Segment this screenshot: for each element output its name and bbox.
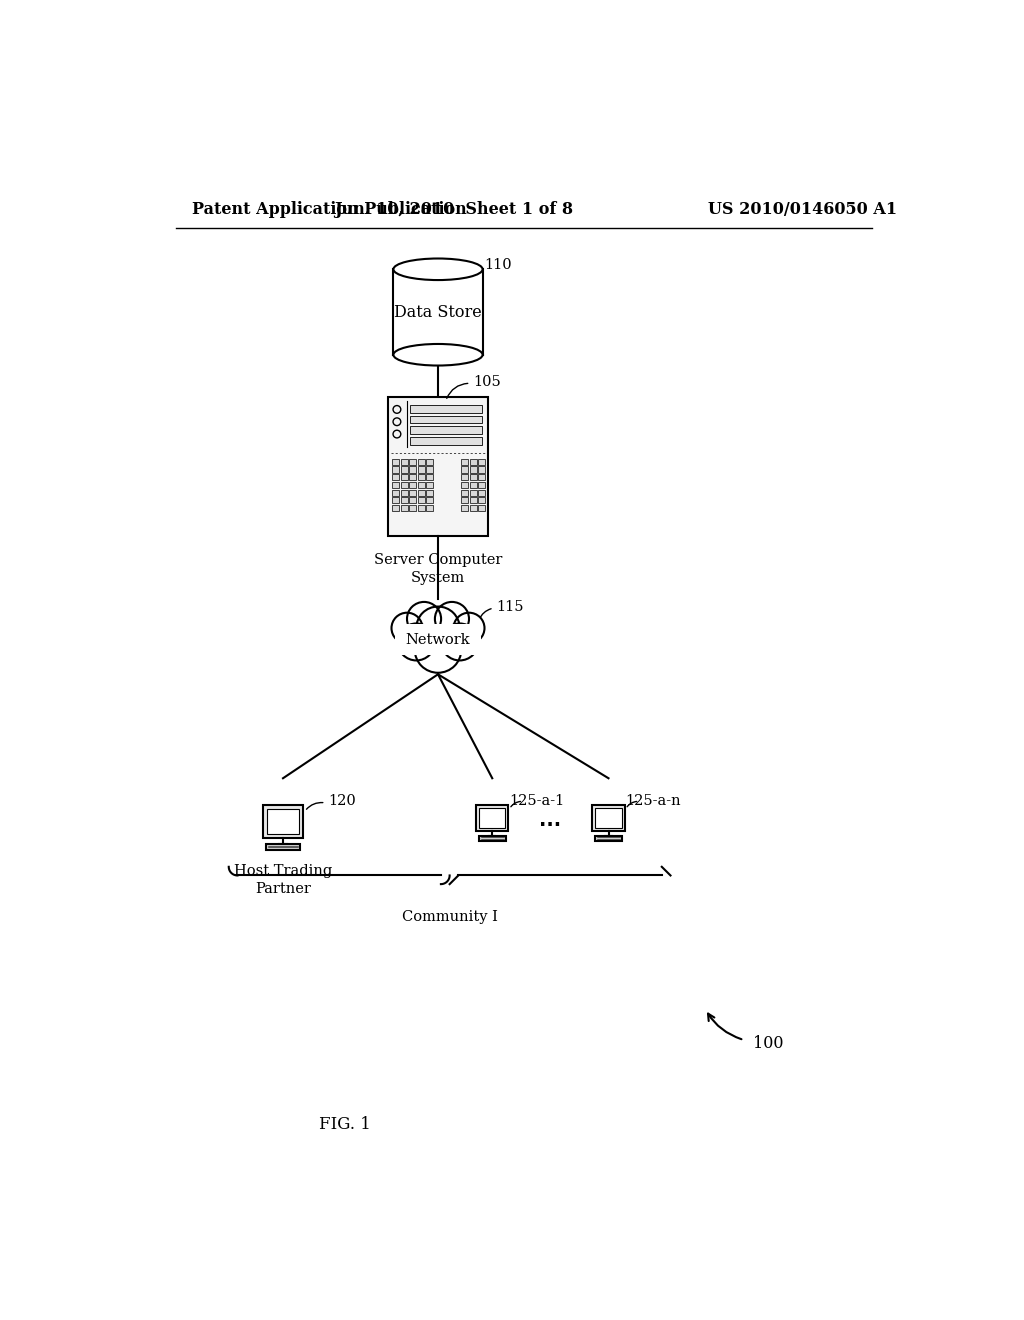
Text: US 2010/0146050 A1: US 2010/0146050 A1 <box>708 202 897 219</box>
FancyBboxPatch shape <box>410 490 417 496</box>
FancyBboxPatch shape <box>479 808 505 828</box>
Text: FIG. 1: FIG. 1 <box>319 1117 371 1134</box>
FancyBboxPatch shape <box>461 466 468 473</box>
Circle shape <box>391 612 423 644</box>
FancyBboxPatch shape <box>400 459 408 465</box>
FancyBboxPatch shape <box>470 459 477 465</box>
FancyBboxPatch shape <box>470 498 477 503</box>
FancyBboxPatch shape <box>426 498 433 503</box>
FancyBboxPatch shape <box>392 498 399 503</box>
FancyBboxPatch shape <box>410 474 417 480</box>
FancyBboxPatch shape <box>426 466 433 473</box>
Text: Server Computer
System: Server Computer System <box>374 553 502 585</box>
FancyBboxPatch shape <box>476 805 508 832</box>
Text: ...: ... <box>540 810 561 830</box>
Text: Patent Application Publication: Patent Application Publication <box>191 202 466 219</box>
FancyBboxPatch shape <box>400 490 408 496</box>
FancyBboxPatch shape <box>426 474 433 480</box>
FancyBboxPatch shape <box>410 498 417 503</box>
Circle shape <box>407 602 441 636</box>
Ellipse shape <box>393 345 482 366</box>
FancyBboxPatch shape <box>410 482 417 488</box>
FancyBboxPatch shape <box>470 466 477 473</box>
FancyBboxPatch shape <box>461 490 468 496</box>
FancyBboxPatch shape <box>461 498 468 503</box>
FancyBboxPatch shape <box>418 474 425 480</box>
FancyBboxPatch shape <box>478 490 485 496</box>
FancyBboxPatch shape <box>478 482 485 488</box>
FancyBboxPatch shape <box>410 405 482 412</box>
FancyBboxPatch shape <box>461 482 468 488</box>
Text: 120: 120 <box>328 795 355 808</box>
Circle shape <box>441 623 478 660</box>
FancyBboxPatch shape <box>426 506 433 511</box>
Text: Host Trading
Partner: Host Trading Partner <box>233 863 332 896</box>
FancyBboxPatch shape <box>470 474 477 480</box>
FancyBboxPatch shape <box>418 459 425 465</box>
FancyBboxPatch shape <box>410 416 482 424</box>
FancyBboxPatch shape <box>392 490 399 496</box>
FancyBboxPatch shape <box>266 809 299 834</box>
FancyBboxPatch shape <box>461 506 468 511</box>
Circle shape <box>454 612 484 644</box>
Text: 100: 100 <box>754 1035 784 1052</box>
FancyBboxPatch shape <box>478 466 485 473</box>
FancyBboxPatch shape <box>400 506 408 511</box>
FancyBboxPatch shape <box>418 466 425 473</box>
Text: 105: 105 <box>473 375 501 388</box>
FancyBboxPatch shape <box>410 506 417 511</box>
FancyBboxPatch shape <box>418 482 425 488</box>
FancyBboxPatch shape <box>263 805 303 838</box>
FancyBboxPatch shape <box>388 397 488 536</box>
FancyBboxPatch shape <box>392 474 399 480</box>
Circle shape <box>415 627 461 673</box>
Text: 125-a-1: 125-a-1 <box>509 795 564 808</box>
FancyBboxPatch shape <box>392 466 399 473</box>
Text: 115: 115 <box>496 599 523 614</box>
FancyBboxPatch shape <box>461 459 468 465</box>
Circle shape <box>397 623 435 660</box>
FancyBboxPatch shape <box>400 466 408 473</box>
FancyBboxPatch shape <box>392 506 399 511</box>
FancyBboxPatch shape <box>478 836 506 841</box>
Ellipse shape <box>393 259 482 280</box>
FancyBboxPatch shape <box>596 808 622 828</box>
Text: 125-a-n: 125-a-n <box>626 795 681 808</box>
FancyBboxPatch shape <box>410 466 417 473</box>
Text: Community I: Community I <box>401 909 498 924</box>
FancyBboxPatch shape <box>595 836 623 841</box>
Text: 110: 110 <box>484 257 512 272</box>
FancyBboxPatch shape <box>478 498 485 503</box>
FancyBboxPatch shape <box>478 506 485 511</box>
FancyBboxPatch shape <box>470 506 477 511</box>
FancyBboxPatch shape <box>426 490 433 496</box>
FancyBboxPatch shape <box>418 498 425 503</box>
Text: Jun. 10, 2010  Sheet 1 of 8: Jun. 10, 2010 Sheet 1 of 8 <box>334 202 573 219</box>
Circle shape <box>435 602 469 636</box>
FancyBboxPatch shape <box>400 474 408 480</box>
FancyBboxPatch shape <box>400 498 408 503</box>
FancyBboxPatch shape <box>418 490 425 496</box>
Circle shape <box>417 607 460 649</box>
FancyBboxPatch shape <box>426 459 433 465</box>
FancyBboxPatch shape <box>410 437 482 445</box>
FancyBboxPatch shape <box>470 490 477 496</box>
FancyBboxPatch shape <box>410 459 417 465</box>
FancyBboxPatch shape <box>470 482 477 488</box>
FancyBboxPatch shape <box>392 459 399 465</box>
FancyBboxPatch shape <box>426 482 433 488</box>
FancyBboxPatch shape <box>395 624 480 655</box>
FancyBboxPatch shape <box>461 474 468 480</box>
FancyBboxPatch shape <box>418 506 425 511</box>
FancyBboxPatch shape <box>592 805 625 832</box>
Text: Data Store: Data Store <box>394 304 482 321</box>
FancyBboxPatch shape <box>478 459 485 465</box>
FancyBboxPatch shape <box>400 482 408 488</box>
FancyBboxPatch shape <box>266 843 300 850</box>
FancyBboxPatch shape <box>410 426 482 434</box>
FancyBboxPatch shape <box>478 474 485 480</box>
Text: Network: Network <box>406 632 470 647</box>
FancyBboxPatch shape <box>392 482 399 488</box>
